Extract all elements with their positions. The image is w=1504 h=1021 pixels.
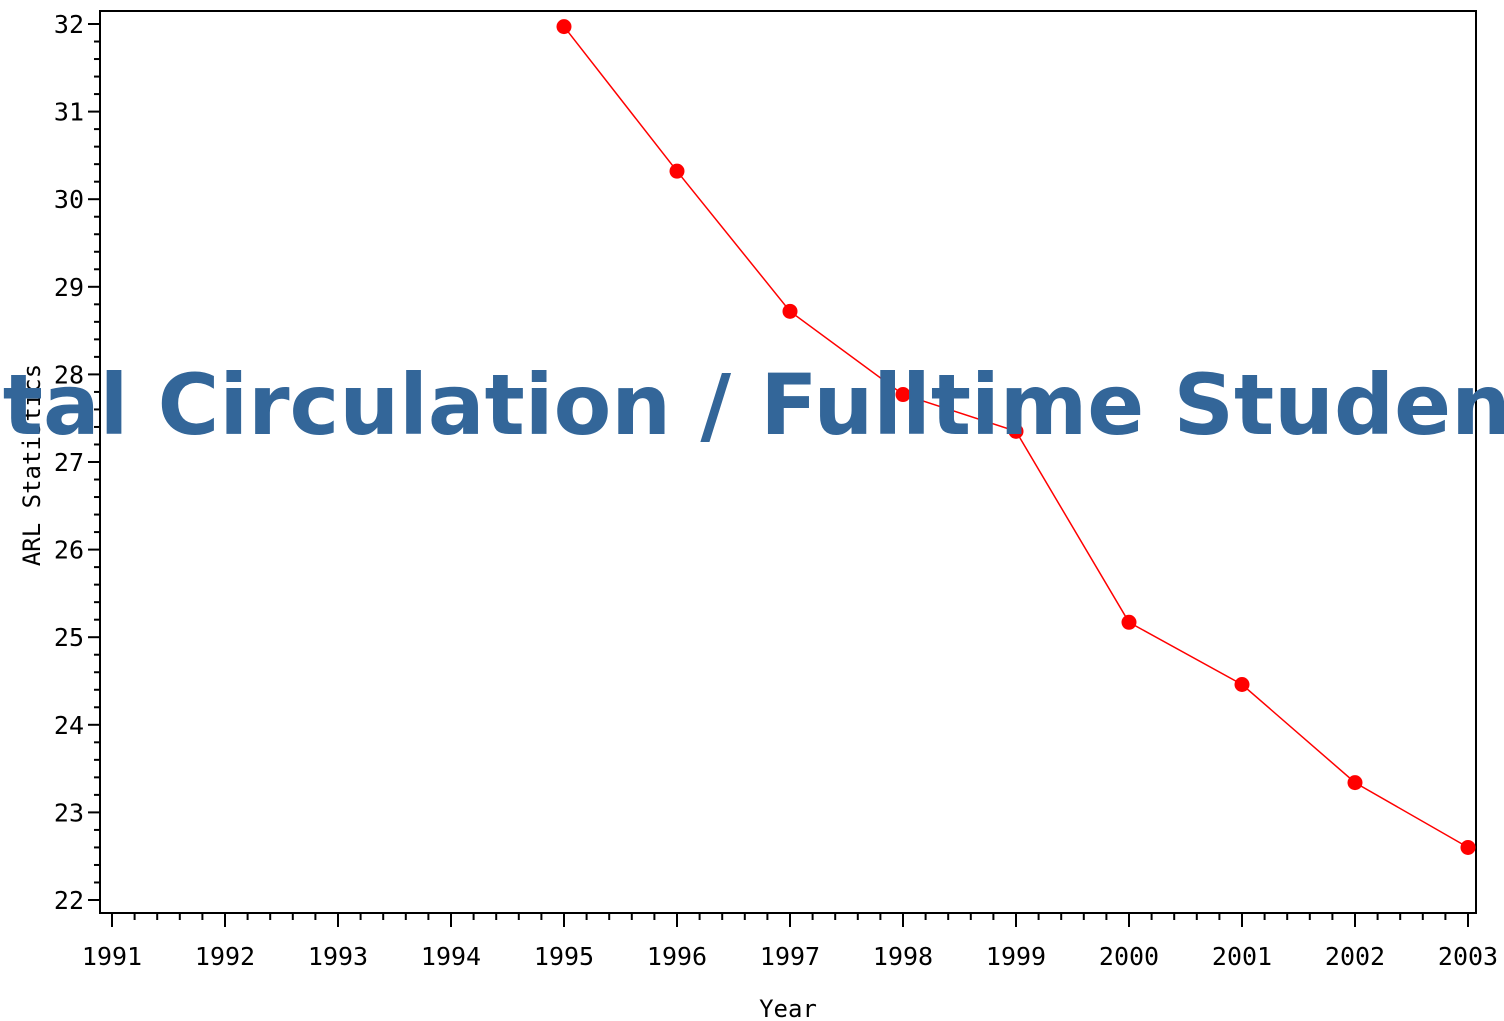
- x-axis: 1991 1992 1993 1994 1995 1996 1997 1998 1999 2000…: [82, 913, 1498, 971]
- series-layer: [556, 19, 1476, 855]
- x-axis-title: Year: [759, 995, 817, 1021]
- y-tick-label: 24: [54, 711, 84, 740]
- data-point: [556, 19, 572, 35]
- y-tick-label: 32: [54, 10, 84, 39]
- data-point: [669, 163, 685, 179]
- data-point: [1460, 839, 1476, 855]
- x-tick-label: 2002: [1325, 942, 1385, 971]
- overlay-title: Total Circulation / Fulltime Students: [0, 356, 1504, 454]
- y-axis-title: ARL Statistics: [18, 364, 46, 566]
- plot-frame: [99, 10, 1477, 914]
- x-tick-label: 1996: [647, 942, 707, 971]
- data-point: [782, 303, 798, 319]
- y-tick-label: 22: [54, 886, 84, 915]
- data-point: [1234, 677, 1250, 693]
- x-tick-label: 1992: [195, 942, 255, 971]
- data-point: [1121, 614, 1137, 630]
- y-tick-label: 23: [54, 798, 84, 827]
- x-tick-label: 1997: [760, 942, 820, 971]
- x-tick-label: 2000: [1099, 942, 1159, 971]
- data-point: [895, 387, 911, 403]
- x-tick-label: 1999: [986, 942, 1046, 971]
- x-tick-label: 1991: [82, 942, 142, 971]
- x-tick-label: 1995: [534, 942, 594, 971]
- data-point: [1008, 423, 1024, 439]
- y-tick-label: 26: [54, 536, 84, 565]
- x-tick-label: 2003: [1438, 942, 1498, 971]
- data-point: [1347, 775, 1363, 791]
- y-tick-label: 28: [54, 360, 84, 389]
- y-tick-label: 30: [54, 185, 84, 214]
- y-tick-label: 25: [54, 623, 84, 652]
- x-tick-label: 1994: [421, 942, 481, 971]
- y-tick-label: 31: [54, 98, 84, 127]
- x-tick-label: 1998: [873, 942, 933, 971]
- x-tick-label: 2001: [1212, 942, 1272, 971]
- y-tick-label: 27: [54, 448, 84, 477]
- x-tick-label: 1993: [308, 942, 368, 971]
- y-tick-label: 29: [54, 273, 84, 302]
- y-axis: 22 23 24 25 26 27 28 29 30 31 32: [54, 10, 100, 915]
